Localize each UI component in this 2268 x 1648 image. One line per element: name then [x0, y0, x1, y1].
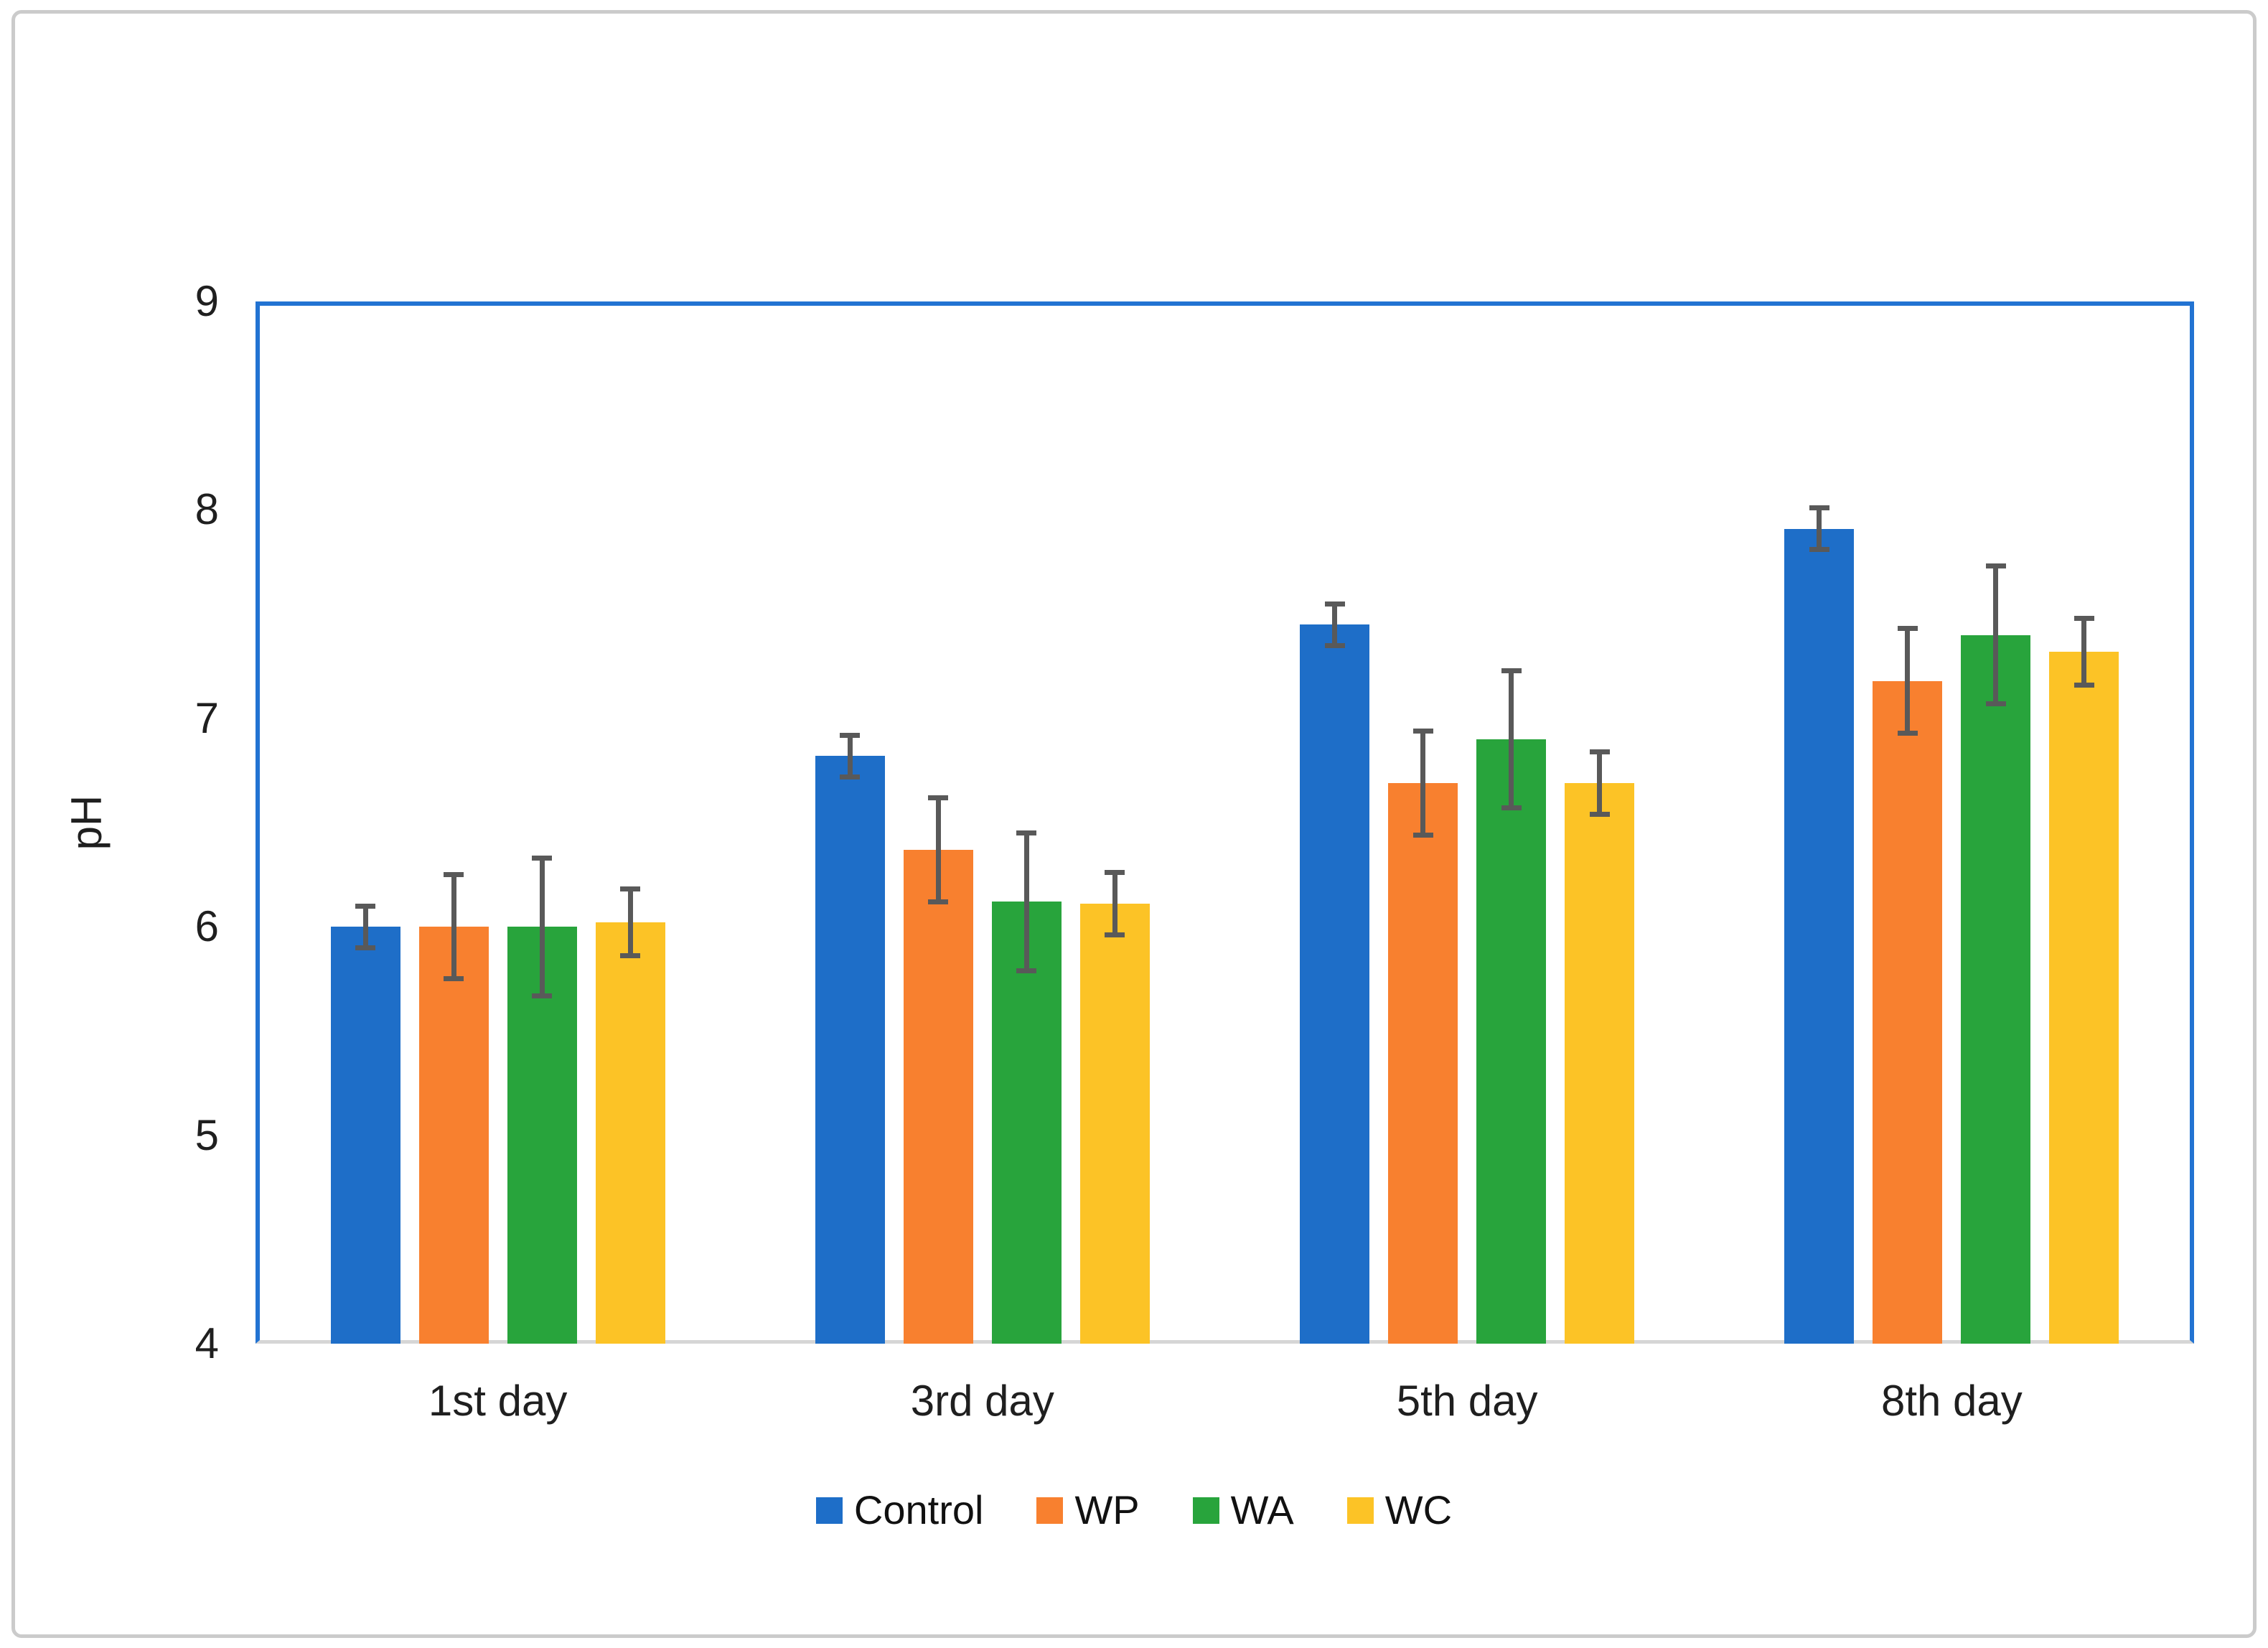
error-bar-lower-cap-wp-5th-day — [1412, 832, 1433, 838]
error-bar-upper-cap-control-5th-day — [1324, 601, 1345, 607]
error-bar-upper-cap-wp-1st-day — [444, 872, 464, 878]
error-bar-stem-control-8th-day — [1817, 507, 1822, 550]
bar-control-3rd-day — [815, 756, 885, 1344]
bar-wp-1st-day — [418, 927, 489, 1344]
error-bar-lower-cap-control-3rd-day — [840, 774, 861, 779]
error-bar-upper-cap-wc-1st-day — [620, 886, 641, 892]
error-bar-stem-wp-8th-day — [1905, 628, 1911, 734]
x-category-label-8th-day: 8th day — [1880, 1377, 2023, 1425]
bar-control-1st-day — [330, 927, 400, 1344]
error-bar-stem-wc-5th-day — [1597, 752, 1603, 815]
bar-wa-5th-day — [1476, 739, 1547, 1344]
y-tick-label-8: 8 — [195, 485, 219, 534]
x-category-label-5th-day: 5th day — [1396, 1377, 1538, 1425]
legend-swatch-wp — [1036, 1497, 1064, 1524]
error-bar-lower-cap-wc-1st-day — [620, 953, 641, 959]
error-bar-lower-cap-wa-3rd-day — [1016, 968, 1037, 973]
bar-wc-8th-day — [2049, 651, 2119, 1344]
error-bar-upper-cap-control-3rd-day — [840, 732, 861, 738]
error-bar-lower-cap-control-1st-day — [355, 945, 376, 950]
bar-wa-3rd-day — [991, 902, 1062, 1344]
error-bar-upper-cap-wp-3rd-day — [928, 795, 949, 800]
error-bar-lower-cap-wa-8th-day — [1985, 701, 2006, 706]
legend-swatch-control — [815, 1497, 843, 1524]
error-bar-lower-cap-wp-8th-day — [1897, 730, 1918, 736]
legend-item-wp: WP — [1036, 1487, 1140, 1533]
error-bar-lower-cap-wa-5th-day — [1501, 805, 1522, 811]
bar-wc-5th-day — [1565, 782, 1635, 1344]
bar-wa-8th-day — [1961, 635, 2031, 1344]
error-bar-upper-cap-control-8th-day — [1809, 505, 1829, 510]
plot-area — [256, 301, 2194, 1344]
bar-wc-3rd-day — [1079, 904, 1150, 1344]
legend-item-wa: WA — [1192, 1487, 1294, 1533]
bar-wc-1st-day — [595, 922, 665, 1344]
error-bar-upper-cap-wa-8th-day — [1985, 563, 2006, 569]
legend: Control WP WA WC — [0, 1487, 2268, 1533]
error-bar-lower-cap-control-5th-day — [1324, 642, 1345, 648]
legend-swatch-wa — [1192, 1497, 1219, 1524]
bar-wp-8th-day — [1873, 680, 1943, 1344]
error-bar-stem-wa-8th-day — [1993, 566, 1999, 704]
x-category-label-3rd-day: 3rd day — [910, 1377, 1054, 1425]
error-bar-stem-wa-5th-day — [1509, 670, 1514, 808]
error-bar-stem-wc-3rd-day — [1112, 872, 1117, 935]
error-bar-stem-control-5th-day — [1332, 604, 1338, 646]
y-tick-label-9: 9 — [195, 277, 219, 325]
legend-item-wc: WC — [1346, 1487, 1453, 1533]
error-bar-stem-wa-1st-day — [539, 858, 545, 996]
x-category-label-1st-day: 1st day — [428, 1377, 568, 1425]
error-bar-lower-cap-wc-8th-day — [2073, 682, 2094, 688]
y-tick-label-4: 4 — [195, 1319, 219, 1367]
bar-control-5th-day — [1300, 624, 1370, 1344]
error-bar-lower-cap-wa-1st-day — [532, 993, 553, 998]
error-bar-upper-cap-wc-3rd-day — [1105, 870, 1125, 876]
legend-label-wc: WC — [1384, 1487, 1453, 1532]
error-bar-upper-cap-wa-1st-day — [532, 855, 553, 861]
error-bar-upper-cap-wa-3rd-day — [1016, 830, 1037, 836]
legend-swatch-wc — [1346, 1497, 1374, 1524]
error-bar-upper-cap-wp-5th-day — [1412, 728, 1433, 734]
error-bar-stem-wp-1st-day — [451, 874, 456, 979]
bar-wp-3rd-day — [903, 849, 973, 1344]
error-bar-lower-cap-wp-3rd-day — [928, 899, 949, 904]
y-tick-label-7: 7 — [195, 693, 219, 742]
error-bar-stem-wp-3rd-day — [935, 797, 941, 902]
error-bar-stem-control-3rd-day — [847, 735, 853, 777]
y-axis-title-text: pH — [62, 795, 111, 851]
error-bar-stem-wa-3rd-day — [1023, 833, 1029, 971]
error-bar-lower-cap-control-8th-day — [1809, 547, 1829, 553]
bar-wp-5th-day — [1388, 782, 1458, 1344]
legend-label-wa: WA — [1230, 1487, 1294, 1532]
error-bar-upper-cap-wc-5th-day — [1589, 749, 1610, 754]
error-bar-stem-wc-1st-day — [627, 889, 633, 956]
y-tick-label-5: 5 — [195, 1110, 219, 1159]
y-tick-label-6: 6 — [195, 902, 219, 951]
error-bar-stem-wc-8th-day — [2081, 618, 2087, 685]
error-bar-lower-cap-wp-1st-day — [444, 976, 464, 982]
legend-label-control: Control — [853, 1487, 984, 1532]
error-bar-stem-control-1st-day — [362, 906, 368, 948]
legend-item-control: Control — [815, 1487, 984, 1533]
error-bar-upper-cap-wa-5th-day — [1501, 668, 1522, 673]
error-bar-upper-cap-wp-8th-day — [1897, 626, 1918, 632]
error-bar-upper-cap-wc-8th-day — [2073, 615, 2094, 621]
legend-label-wp: WP — [1074, 1487, 1140, 1532]
bar-control-8th-day — [1784, 528, 1855, 1344]
error-bar-lower-cap-wc-3rd-day — [1105, 932, 1125, 938]
error-bar-stem-wp-5th-day — [1420, 731, 1426, 835]
error-bar-lower-cap-wc-5th-day — [1589, 811, 1610, 817]
error-bar-upper-cap-control-1st-day — [355, 903, 376, 909]
